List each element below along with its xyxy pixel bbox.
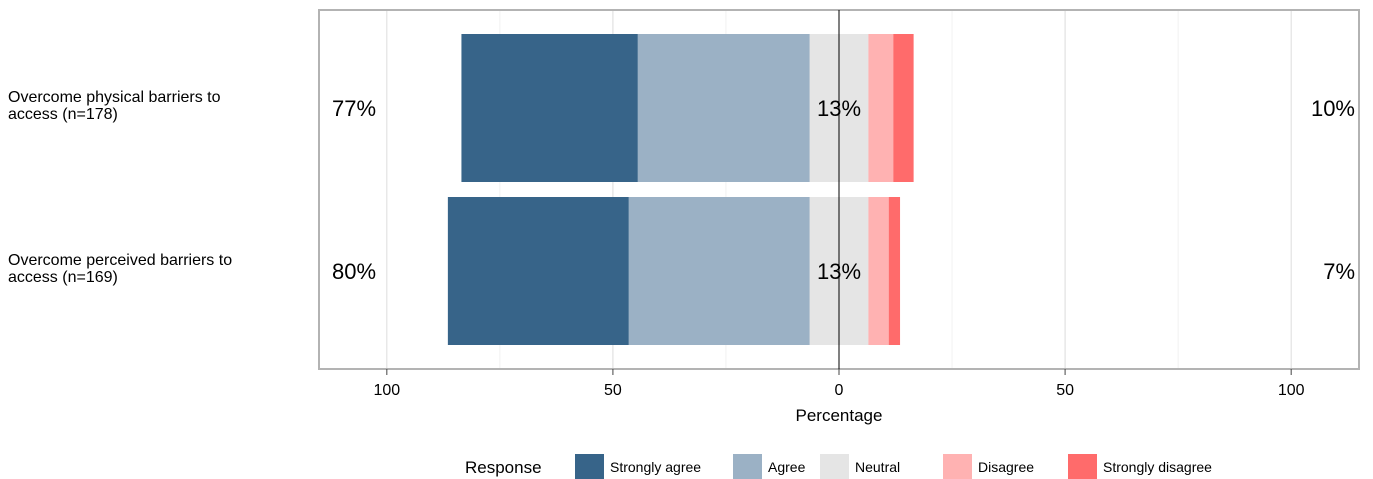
x-tick-label: 100 (1278, 382, 1305, 399)
disagree-percent-label: 10% (1311, 96, 1355, 121)
legend: Response Strongly agree Agree Neutral Disagr… (465, 454, 1212, 479)
x-tick-label: 50 (1056, 382, 1074, 399)
x-tick-label: 100 (373, 382, 400, 399)
category-labels: Overcome physical barriers to access (n=1… (8, 89, 232, 286)
bar-strongly-agree (447, 197, 629, 345)
neutral-percent-label: 13% (817, 96, 861, 121)
legend-label: Agree (768, 459, 806, 475)
bar-disagree (868, 34, 894, 182)
bar-strongly-disagree (888, 197, 901, 345)
legend-label: Disagree (978, 459, 1034, 475)
legend-swatch (733, 454, 762, 479)
legend-label: Strongly agree (610, 459, 701, 475)
neutral-percent-label: 13% (817, 259, 861, 284)
category-label-line: Overcome physical barriers to (8, 89, 221, 106)
category-label-line: Overcome perceived barriers to (8, 252, 232, 269)
x-tick-label: 0 (835, 382, 844, 399)
legend-label: Neutral (855, 459, 900, 475)
agree-percent-label: 77% (332, 96, 376, 121)
category-label: Overcome physical barriers to access (n=1… (8, 89, 221, 123)
x-axis: 100 50 0 50 100 (373, 369, 1305, 399)
x-tick-label: 50 (604, 382, 622, 399)
legend-swatch (1068, 454, 1097, 479)
category-label: Overcome perceived barriers to access (n=… (8, 252, 232, 286)
bar-agree (637, 34, 810, 182)
bar-disagree (868, 197, 889, 345)
bar-strongly-disagree (893, 34, 914, 182)
percent-labels: 77% 13% 10% 80% 13% 7% (332, 96, 1355, 284)
disagree-percent-label: 7% (1323, 259, 1355, 284)
legend-swatch (943, 454, 972, 479)
legend-title: Response (465, 458, 542, 477)
legend-label: Strongly disagree (1103, 459, 1212, 475)
bar-strongly-agree (461, 34, 638, 182)
bar-agree (628, 197, 810, 345)
legend-swatch (575, 454, 604, 479)
legend-swatch (820, 454, 849, 479)
category-label-line: access (n=178) (8, 106, 118, 123)
x-axis-title: Percentage (796, 406, 883, 425)
category-label-line: access (n=169) (8, 269, 118, 286)
agree-percent-label: 80% (332, 259, 376, 284)
